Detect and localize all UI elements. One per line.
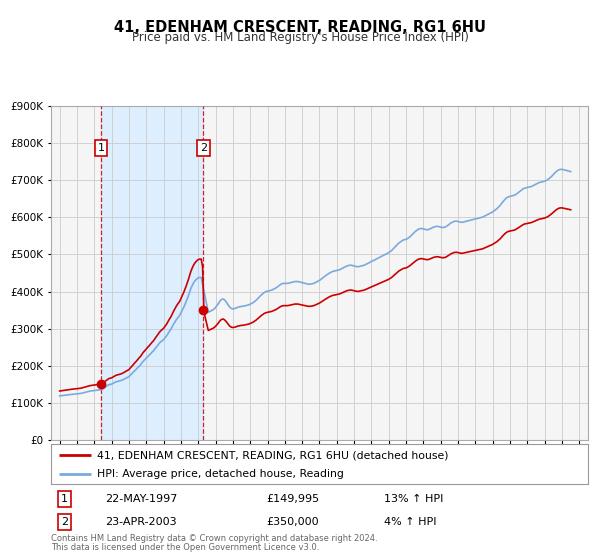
Text: £350,000: £350,000 xyxy=(266,517,319,526)
Text: 1: 1 xyxy=(61,494,68,503)
Text: 41, EDENHAM CRESCENT, READING, RG1 6HU: 41, EDENHAM CRESCENT, READING, RG1 6HU xyxy=(114,20,486,35)
Text: £149,995: £149,995 xyxy=(266,494,319,503)
Text: 2: 2 xyxy=(200,143,207,153)
Text: Contains HM Land Registry data © Crown copyright and database right 2024.: Contains HM Land Registry data © Crown c… xyxy=(51,534,377,543)
Text: 23-APR-2003: 23-APR-2003 xyxy=(105,517,176,526)
Text: 4% ↑ HPI: 4% ↑ HPI xyxy=(384,517,436,526)
Text: 1: 1 xyxy=(97,143,104,153)
Bar xyxy=(101,106,203,440)
Text: 22-MAY-1997: 22-MAY-1997 xyxy=(105,494,177,503)
Text: 2: 2 xyxy=(61,517,68,526)
Text: 13% ↑ HPI: 13% ↑ HPI xyxy=(384,494,443,503)
Text: HPI: Average price, detached house, Reading: HPI: Average price, detached house, Read… xyxy=(97,469,344,479)
Text: Price paid vs. HM Land Registry's House Price Index (HPI): Price paid vs. HM Land Registry's House … xyxy=(131,31,469,44)
Text: This data is licensed under the Open Government Licence v3.0.: This data is licensed under the Open Gov… xyxy=(51,543,319,552)
Text: 41, EDENHAM CRESCENT, READING, RG1 6HU (detached house): 41, EDENHAM CRESCENT, READING, RG1 6HU (… xyxy=(97,450,448,460)
